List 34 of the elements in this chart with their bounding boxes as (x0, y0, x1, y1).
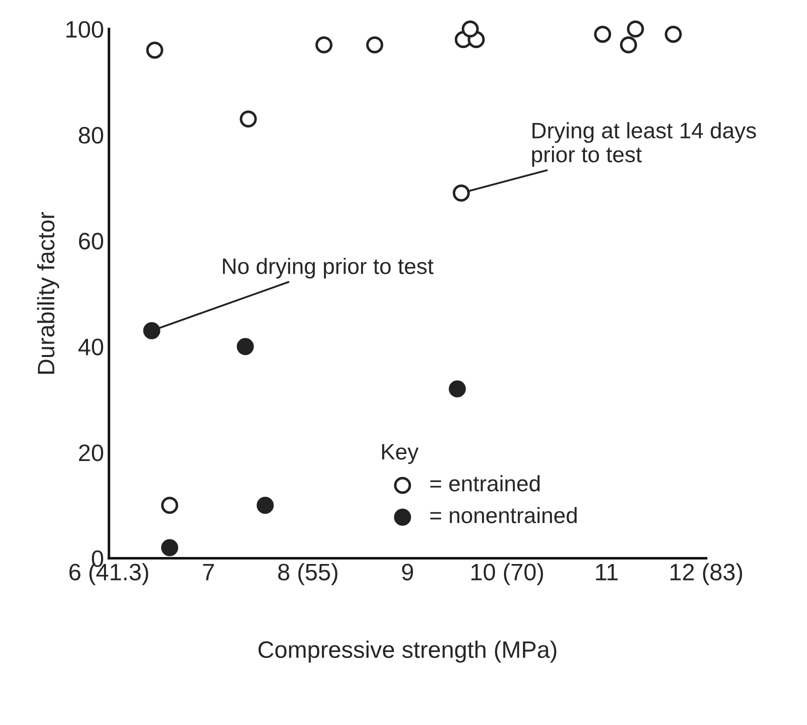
point (620, 36, 638, 54)
annotation: Drying at least 14 days prior to test (532, 122, 756, 167)
annotation: No drying prior to test (223, 258, 434, 279)
y-tick-label: 100 (66, 21, 104, 38)
point (161, 539, 178, 556)
point (448, 380, 466, 398)
x-tick-label: 9 (402, 564, 413, 580)
point (664, 26, 682, 43)
legend-title: Key (382, 444, 419, 464)
point (143, 322, 160, 340)
point (626, 20, 644, 38)
y-tick-label: 60 (79, 232, 104, 250)
point (146, 42, 164, 59)
point (256, 496, 274, 514)
point (366, 36, 384, 54)
x-axis-title: Compressive strength (MPa) (258, 640, 556, 663)
point (452, 184, 470, 202)
x-tick-label: 12 (83) (670, 563, 742, 586)
y-tick-label: 80 (78, 126, 104, 144)
legend-label: = entrained (430, 475, 540, 492)
x-tick-label: 8 (55) (278, 563, 338, 586)
point (315, 36, 332, 54)
point (240, 110, 257, 128)
point (161, 496, 178, 514)
x-tick-label: 10 (70) (471, 563, 544, 586)
y-axis-title: Durability factor (37, 212, 60, 374)
point (594, 26, 612, 43)
point (462, 20, 479, 38)
x-tick-label: 7 (203, 564, 214, 580)
y-tick-label: 40 (78, 338, 104, 356)
x-tick-label: 11 (596, 564, 618, 580)
legend-label: = nonentrained (430, 506, 577, 524)
point (236, 338, 254, 356)
y-tick-label: 20 (79, 444, 104, 462)
